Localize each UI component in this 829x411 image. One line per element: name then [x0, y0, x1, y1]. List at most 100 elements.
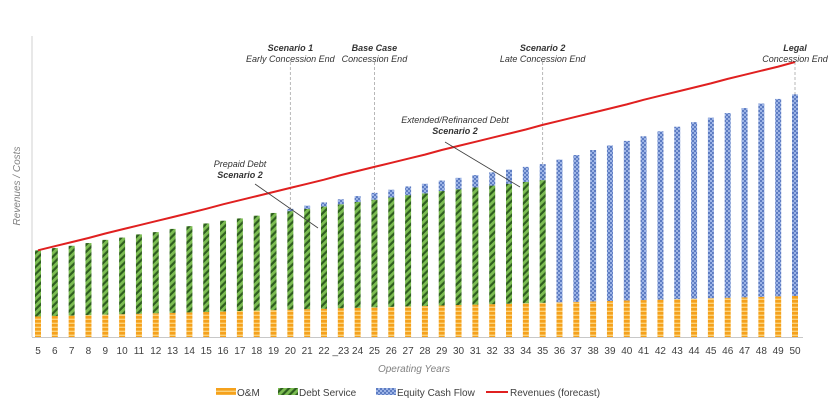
- bar-equity-cash-flow-44: [691, 122, 698, 299]
- x-tick-label: 45: [705, 346, 717, 357]
- x-tick-label: 21: [302, 346, 314, 357]
- bar-debt-service-32: [489, 185, 496, 305]
- bar-debt-service-17: [236, 218, 243, 312]
- legend-swatch-equity-cash-flow: [376, 388, 396, 395]
- bar-o-m-46: [724, 297, 731, 337]
- x-tick-label: 25: [369, 346, 381, 357]
- bar-equity-cash-flow-48: [758, 103, 765, 297]
- bar-o-m-36: [556, 302, 563, 337]
- bar-equity-cash-flow-31: [472, 175, 479, 188]
- bar-o-m-12: [152, 313, 159, 337]
- x-tick-label: 8: [86, 346, 92, 357]
- x-tick-label: 47: [739, 346, 751, 357]
- x-tick-label: 11: [134, 346, 145, 357]
- revenue-line: [37, 61, 796, 252]
- bar-o-m-49: [775, 296, 782, 337]
- bar-o-m-8: [85, 315, 92, 337]
- bar-o-m-14: [186, 312, 193, 337]
- bar-o-m-21: [304, 309, 311, 337]
- y-axis-label: Revenues / Costs: [12, 147, 23, 226]
- annotation-subtitle: Concession End: [762, 54, 829, 64]
- bar-o-m-33: [506, 303, 513, 337]
- bar-debt-service-13: [169, 228, 176, 313]
- x-tick-label: 9: [103, 346, 109, 357]
- bar-o-m-26: [388, 306, 395, 337]
- bar-equity-cash-flow-28: [421, 183, 428, 194]
- bar-debt-service-33: [506, 183, 513, 304]
- x-tick-label: 12: [150, 346, 162, 357]
- x-tick-label: 36: [554, 346, 566, 357]
- bar-o-m-27: [405, 306, 412, 337]
- annotation-subtitle: Concession End: [342, 54, 409, 64]
- x-tick-label: 40: [621, 346, 633, 357]
- bar-debt-service-25: [371, 199, 378, 308]
- bar-o-m-28: [421, 305, 428, 337]
- bar-o-m-18: [253, 310, 260, 337]
- x-tick-label: 14: [184, 346, 196, 357]
- legend-swatch-o-m: [216, 388, 236, 395]
- bar-o-m-31: [472, 304, 479, 337]
- bar-debt-service-22: [320, 206, 327, 309]
- x-tick-label: 46: [722, 346, 734, 357]
- callout-title: Prepaid Debt: [214, 159, 267, 169]
- bar-o-m-42: [657, 299, 664, 337]
- x-tick-label: 20: [285, 346, 297, 357]
- x-tick-label: 17: [234, 346, 246, 357]
- x-tick-label: 18: [251, 346, 263, 357]
- x-tick-label: 32: [487, 346, 499, 357]
- bar-debt-service-12: [152, 232, 159, 314]
- x-tick-label: 43: [672, 346, 684, 357]
- bar-o-m-35: [539, 302, 546, 337]
- bar-equity-cash-flow-33: [506, 169, 513, 184]
- bar-equity-cash-flow-26: [388, 189, 395, 198]
- x-tick-label: 16: [217, 346, 229, 357]
- callout-title: Extended/Refinanced Debt: [401, 115, 509, 125]
- x-tick-label: 35: [537, 346, 549, 357]
- annotation-title: Scenario 1: [268, 43, 314, 53]
- bar-debt-service-29: [438, 191, 445, 306]
- x-tick-label: 30: [453, 346, 465, 357]
- bar-debt-service-35: [539, 180, 546, 303]
- bar-debt-service-10: [119, 237, 126, 315]
- bar-equity-cash-flow-_23: [337, 199, 344, 205]
- bar-debt-service-26: [388, 197, 395, 307]
- bar-o-m-6: [51, 316, 58, 337]
- bar-debt-service-24: [354, 202, 361, 308]
- bar-debt-service-20: [287, 211, 294, 310]
- bar-equity-cash-flow-45: [707, 117, 714, 299]
- bar-equity-cash-flow-40: [623, 140, 630, 301]
- bar-equity-cash-flow-32: [489, 172, 496, 186]
- x-tick-label: 13: [167, 346, 179, 357]
- x-tick-label: 22: [318, 346, 330, 357]
- bar-o-m-41: [640, 300, 647, 337]
- bar-o-m-44: [691, 298, 698, 337]
- bar-debt-service-30: [455, 189, 462, 306]
- bar-equity-cash-flow-20: [287, 208, 294, 212]
- bar-debt-service-21: [304, 208, 311, 310]
- x-tick-label: 31: [470, 346, 482, 357]
- x-tick-label: 41: [638, 346, 650, 357]
- bar-o-m-17: [236, 311, 243, 337]
- bar-o-m-24: [354, 307, 361, 337]
- bar-debt-service-16: [220, 220, 227, 312]
- bar-debt-service-6: [51, 248, 58, 317]
- x-tick-label: 5: [35, 346, 41, 357]
- callout-pointer: [254, 183, 319, 229]
- x-tick-label: 49: [773, 346, 785, 357]
- x-tick-label: 6: [52, 346, 58, 357]
- bar-o-m-13: [169, 312, 176, 337]
- legend-label: Revenues (forecast): [510, 388, 600, 399]
- x-tick-label: 33: [503, 346, 515, 357]
- bar-debt-service-15: [203, 223, 210, 312]
- x-tick-label: 42: [655, 346, 667, 357]
- x-tick-label: 19: [268, 346, 280, 357]
- callout-pointer: [444, 141, 521, 188]
- x-tick-label: 7: [69, 346, 75, 357]
- annotation-title: Legal: [783, 43, 807, 53]
- bar-debt-service-19: [270, 212, 277, 311]
- bar-equity-cash-flow-34: [522, 166, 529, 182]
- callout-subtitle: Scenario 2: [217, 170, 263, 180]
- bar-o-m-45: [707, 298, 714, 337]
